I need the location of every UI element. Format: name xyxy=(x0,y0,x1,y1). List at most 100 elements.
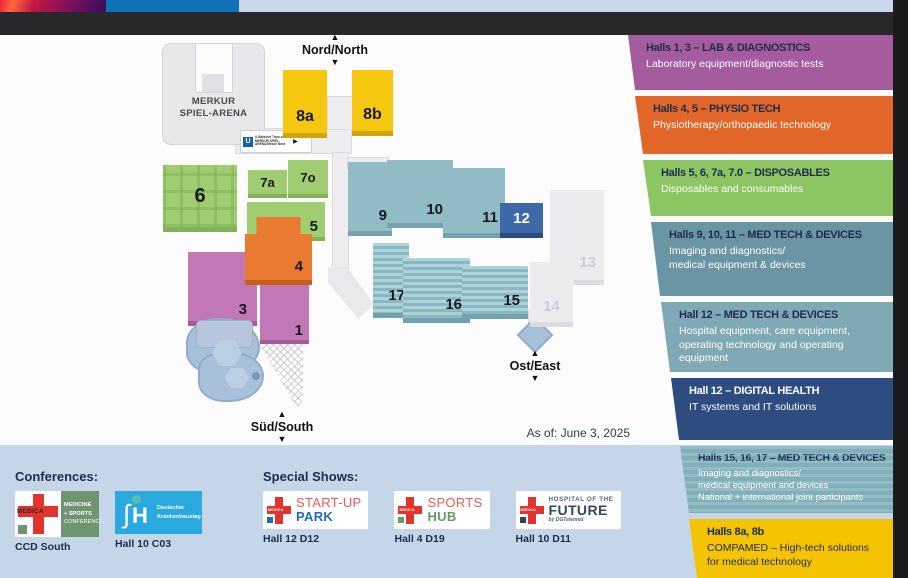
legend-desc: Laboratory equipment/diagnostic tests xyxy=(646,58,824,71)
triangle-up-icon: ▲ xyxy=(277,409,287,419)
hall-15: 15 xyxy=(462,266,528,319)
conference-location: Hall 10 C03 xyxy=(115,538,172,550)
merkur-spiel-arena: MERKUR SPIEL-ARENA xyxy=(162,43,265,145)
show-title-bottom: HUB xyxy=(427,509,457,524)
hall-8a: 8a xyxy=(283,70,327,138)
hall-7a: 7a xyxy=(248,170,287,198)
top-dark-bar xyxy=(0,12,908,35)
conferences-section: Conferences: MEDICA MEDICINE + SPORTS CO… xyxy=(15,469,202,553)
show-startup-park: MEDICA START-UP PARK Hall 12 D12 xyxy=(263,491,369,545)
corridor-8a-8b xyxy=(327,96,354,130)
logo-line: CONFERENCE xyxy=(64,519,104,526)
show-title-top: SPORTS xyxy=(427,495,483,511)
hall-10: 10 xyxy=(387,160,453,228)
medica-cross-icon: MEDICA xyxy=(397,496,423,524)
legend-desc: Disposables and consumables xyxy=(661,183,804,196)
as-of-date: As of: June 3, 2025 xyxy=(526,426,630,440)
green-square-icon xyxy=(398,516,405,523)
pavilion-hex-1 xyxy=(212,340,242,366)
show-location: Hall 12 D12 xyxy=(263,533,320,545)
arrow-right-icon: ▶ xyxy=(293,139,298,145)
show-title-top: START-UP xyxy=(296,495,362,511)
hall-9: 9 xyxy=(348,162,392,236)
medica-cross-icon xyxy=(18,506,58,517)
triangle-down-icon: ▼ xyxy=(530,373,540,383)
show-title-bottom: PARK xyxy=(296,509,334,524)
legend-title: Halls 4, 5 – PHYSIO TECH xyxy=(653,103,781,115)
hall-7-0: 7o xyxy=(288,160,328,198)
compass-south-label: Süd/South xyxy=(250,420,314,434)
conference-krankenhaustag: ∫ H Deutscher Krankenhaustag Hall 10 C03 xyxy=(115,491,202,550)
conference-location: CCD South xyxy=(15,541,71,553)
triangle-up-icon: ▲ xyxy=(530,348,540,358)
compass-north: ▲ Nord/North ▼ xyxy=(285,33,385,67)
ccd-south-building xyxy=(196,320,253,348)
hall-6: 6 xyxy=(163,165,237,232)
hall-8b: 8b xyxy=(352,70,393,136)
legend-title: Hall 12 – DIGITAL HEALTH xyxy=(689,385,820,397)
legend-title: Hall 12 – MED TECH & DEVICES xyxy=(679,309,839,321)
conference-medica-sports: MEDICA MEDICINE + SPORTS CONFERENCE CCD … xyxy=(15,491,104,553)
dark-square-icon xyxy=(519,516,526,523)
legend-title: Halls 8a, 8b xyxy=(707,526,764,538)
legend-band-medtech-12: Hall 12 – MED TECH & DEVICES Hospital eq… xyxy=(661,302,893,372)
corridor-vertical xyxy=(332,152,349,280)
hall-12: 12 xyxy=(500,203,543,238)
legend-title: Halls 15, 16, 17 – MED TECH & DEVICES xyxy=(698,453,886,464)
krankenhaustag-logo: ∫ H Deutscher Krankenhaustag xyxy=(115,491,202,534)
hall-1: 1 xyxy=(260,283,309,344)
legend-desc: Imaging and diagnostics/ medical equipme… xyxy=(698,468,864,503)
legend-title: Halls 1, 3 – LAB & DIAGNOSTICS xyxy=(646,42,810,54)
banner-gradient-strip xyxy=(0,0,106,12)
show-hospital-of-the-future: MEDICA HOSPITAL OF THE FUTURE by DGTelem… xyxy=(515,491,621,545)
show-location: Hall 4 D19 xyxy=(394,533,445,545)
legend-band-disposables: Halls 5, 6, 7a, 7.0 – DISPOSABLES Dispos… xyxy=(643,160,893,216)
legend-desc: COMPAMED – High-tech solutions for medic… xyxy=(707,542,870,568)
legend-desc: Hospital equipment, care equipment, oper… xyxy=(679,325,851,365)
hall-14: 14 xyxy=(530,262,573,327)
green-square-icon xyxy=(18,525,27,534)
right-black-strip xyxy=(893,0,908,578)
krankenhaustag-mark-icon: ∫ H xyxy=(123,494,153,531)
medica-cross-icon: MEDICA xyxy=(266,496,291,524)
show-location: Hall 10 D11 xyxy=(515,533,571,545)
arena-core xyxy=(202,74,224,92)
medica-cross-icon: MEDICA xyxy=(519,496,544,524)
pavilion-dot xyxy=(252,372,260,380)
logo-line: Deutscher xyxy=(157,505,185,512)
triangle-down-icon: ▼ xyxy=(330,57,340,67)
logo-line: MEDICINE xyxy=(64,501,92,508)
conferences-heading: Conferences: xyxy=(15,469,99,484)
medica-sports-conference-logo: MEDICA MEDICINE + SPORTS CONFERENCE xyxy=(15,491,104,537)
blue-square-icon xyxy=(267,516,273,523)
medica-wordmark: MEDICA xyxy=(17,508,44,515)
compass-east: ▲ Ost/East ▼ xyxy=(485,349,585,383)
logo-line: + SPORTS xyxy=(64,510,92,517)
special-shows-heading: Special Shows: xyxy=(263,469,359,484)
compass-south: ▲ Süd/South ▼ xyxy=(232,410,332,444)
legend-desc: Physiotherapy/orthopaedic technology xyxy=(653,119,832,132)
legend-band-physio-tech: Halls 4, 5 – PHYSIO TECH Physiotherapy/o… xyxy=(635,96,893,154)
legend-band-lab-diagnostics: Halls 1, 3 – LAB & DIAGNOSTICS Laborator… xyxy=(628,35,893,90)
legend-title: Halls 5, 6, 7a, 7.0 – DISPOSABLES xyxy=(661,167,830,179)
pavilion-hex-2 xyxy=(225,368,249,388)
banner-light-strip xyxy=(239,0,893,12)
legend-title: Halls 9, 10, 11 – MED TECH & DEVICES xyxy=(669,229,862,241)
compass-north-label: Nord/North xyxy=(302,43,368,57)
ubahn-icon: U xyxy=(243,136,253,147)
banner-blue-strip xyxy=(106,0,239,12)
logo-line: Krankenhaustag xyxy=(157,513,201,520)
hall-11: 11 xyxy=(443,168,505,238)
legend-band-medtech-9-10-11: Halls 9, 10, 11 – MED TECH & DEVICES Ima… xyxy=(651,222,893,296)
show-sports-hub: MEDICA SPORTS HUB Hall 4 D19 xyxy=(394,491,490,545)
triangle-up-icon: ▲ xyxy=(330,32,340,42)
legend-desc: Imaging and diagnostics/ medical equipme… xyxy=(669,245,806,271)
triangle-down-icon: ▼ xyxy=(277,434,287,444)
startup-park-logo: MEDICA START-UP PARK xyxy=(263,491,369,529)
show-title-bottom: FUTURE xyxy=(548,502,608,519)
special-shows-section: Special Shows: MEDICA START-UP PARK Hall… xyxy=(263,469,621,545)
legend-band-medtech-15-16-17: Halls 15, 16, 17 – MED TECH & DEVICES Im… xyxy=(680,446,893,513)
hospital-future-logo: MEDICA HOSPITAL OF THE FUTURE by DGTelem… xyxy=(515,491,621,529)
legend-band-compamed: Halls 8a, 8b COMPAMED – High-tech soluti… xyxy=(689,519,893,578)
